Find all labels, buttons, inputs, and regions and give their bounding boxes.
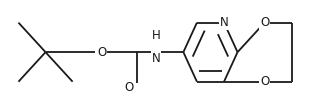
Text: O: O — [124, 81, 134, 94]
Text: O: O — [98, 46, 107, 59]
Text: N: N — [220, 16, 228, 29]
Text: O: O — [260, 75, 269, 88]
Text: O: O — [260, 16, 269, 29]
Text: H: H — [152, 29, 161, 42]
Text: N: N — [152, 52, 161, 65]
